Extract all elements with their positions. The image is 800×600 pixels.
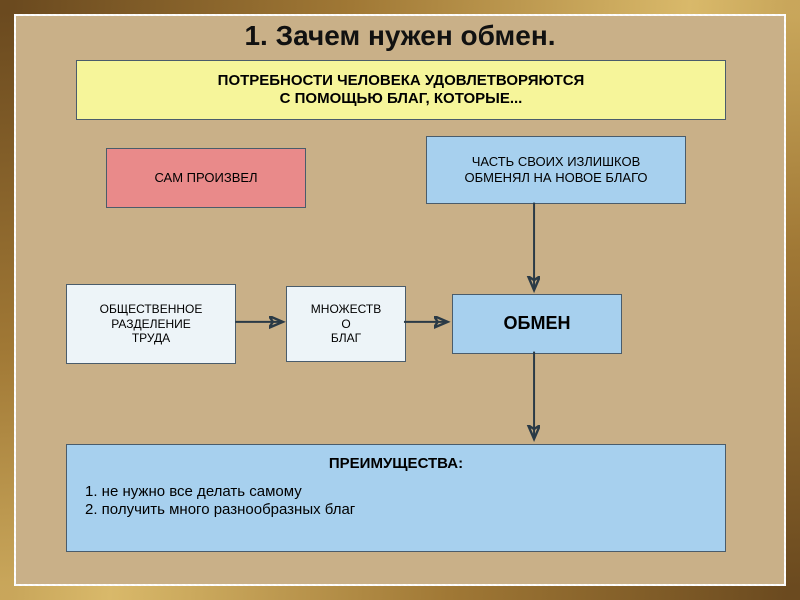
advantage-item: 1. не нужно все делать самому xyxy=(85,483,302,501)
text-line: САМ ПРОИЗВЕЛ xyxy=(154,170,257,186)
ornate-frame: 1. Зачем нужен обмен. ПОТРЕБНОСТИ ЧЕЛОВЕ… xyxy=(0,0,800,600)
text-line: МНОЖЕСТВ xyxy=(311,302,381,316)
text-line: С ПОМОЩЬЮ БЛАГ, КОТОРЫЕ... xyxy=(280,90,523,108)
advantage-item: 2. получить много разнообразных благ xyxy=(85,501,355,519)
advantages-title: ПРЕИМУЩЕСТВА: xyxy=(85,455,707,473)
canvas-inner: 1. Зачем нужен обмен. ПОТРЕБНОСТИ ЧЕЛОВЕ… xyxy=(14,14,786,586)
box-needs-satisfied: ПОТРЕБНОСТИ ЧЕЛОВЕКА УДОВЛЕТВОРЯЮТСЯ С П… xyxy=(76,60,726,120)
box-advantages: ПРЕИМУЩЕСТВА: 1. не нужно все делать сам… xyxy=(66,444,726,552)
text-line: ЧАСТЬ СВОИХ ИЗЛИШКОВ xyxy=(472,154,641,170)
text-line: О xyxy=(341,317,350,331)
text-line: ОБМЕН xyxy=(504,313,571,335)
text-line: ПОТРЕБНОСТИ ЧЕЛОВЕКА УДОВЛЕТВОРЯЮТСЯ xyxy=(218,72,585,90)
text-line: ОБМЕНЯЛ НА НОВОЕ БЛАГО xyxy=(464,170,647,186)
box-exchange: ОБМЕН xyxy=(452,294,622,354)
box-division-of-labor: ОБЩЕСТВЕННОЕ РАЗДЕЛЕНИЕ ТРУДА xyxy=(66,284,236,364)
diagram-canvas: 1. Зачем нужен обмен. ПОТРЕБНОСТИ ЧЕЛОВЕ… xyxy=(16,16,784,584)
text-line: БЛАГ xyxy=(331,331,361,345)
text-line: ТРУДА xyxy=(132,331,170,345)
box-surplus-exchange: ЧАСТЬ СВОИХ ИЗЛИШКОВ ОБМЕНЯЛ НА НОВОЕ БЛ… xyxy=(426,136,686,204)
slide-title: 1. Зачем нужен обмен. xyxy=(16,20,784,52)
box-self-produced: САМ ПРОИЗВЕЛ xyxy=(106,148,306,208)
text-line: ОБЩЕСТВЕННОЕ xyxy=(100,302,203,316)
text-line: РАЗДЕЛЕНИЕ xyxy=(111,317,191,331)
box-many-goods: МНОЖЕСТВ О БЛАГ xyxy=(286,286,406,362)
